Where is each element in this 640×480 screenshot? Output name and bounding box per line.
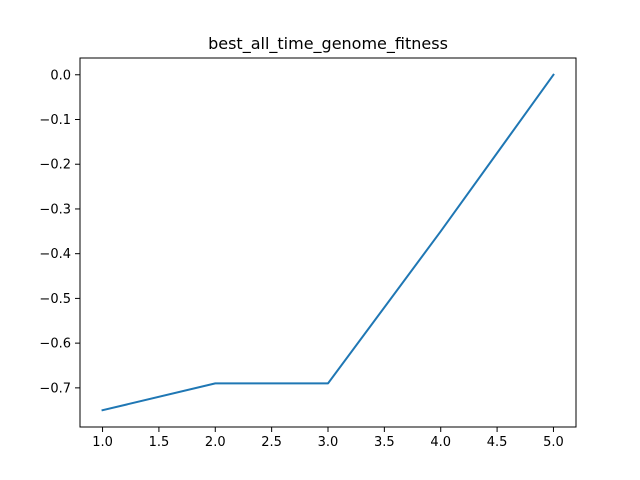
x-tick-label: 2.0 — [205, 435, 226, 450]
x-tick-label: 4.0 — [430, 435, 451, 450]
plot-area: 1.0 1.5 2.0 2.5 3.0 3.5 4.0 4.5 5.0 0.0 −0.1 −0.2 −0… — [39, 57, 577, 450]
x-tick-label: 5.0 — [543, 435, 564, 450]
y-tick-label: −0.2 — [39, 158, 71, 173]
x-tick-label: 1.0 — [92, 435, 113, 450]
chart-title: best_all_time_genome_fitness — [208, 34, 448, 54]
x-tick-label: 2.5 — [261, 435, 282, 450]
y-tick-label: −0.7 — [39, 381, 71, 396]
y-tick-label: −0.5 — [39, 292, 71, 307]
y-tick-label: −0.3 — [39, 202, 71, 217]
y-tick-label: 0.0 — [50, 68, 71, 83]
series-line-0 — [101, 73, 555, 412]
x-tick-label: 3.5 — [374, 435, 395, 450]
y-tick-label: −0.4 — [39, 247, 71, 262]
x-tick-label: 1.5 — [149, 435, 170, 450]
x-tick-label: 4.5 — [487, 435, 508, 450]
y-tick-label: −0.6 — [39, 337, 71, 352]
y-tick-label: −0.1 — [39, 113, 71, 128]
x-tick-label: 3.0 — [318, 435, 339, 450]
